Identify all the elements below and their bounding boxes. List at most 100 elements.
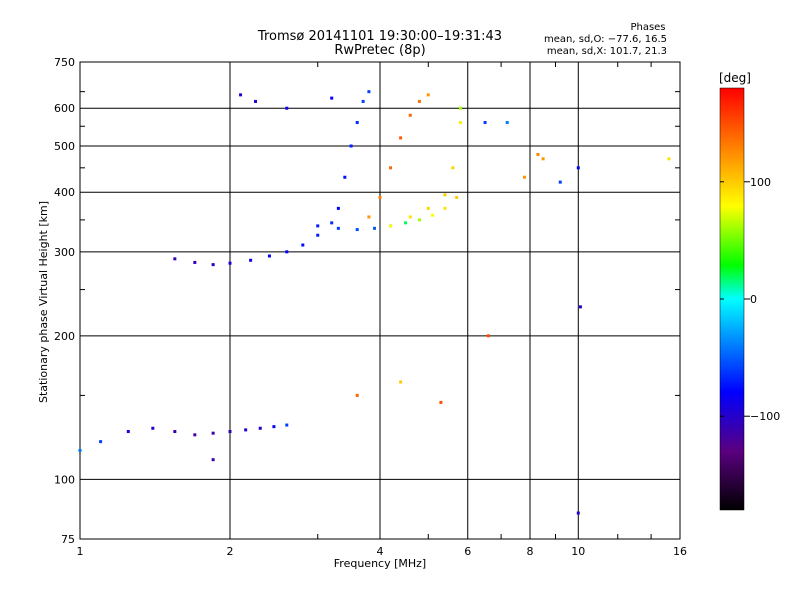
x-tick-label: 16 [673, 545, 687, 558]
data-point [389, 166, 393, 170]
data-point [258, 426, 262, 430]
data-point [285, 250, 289, 254]
colorbar-label: [deg] [719, 71, 751, 85]
data-point [558, 180, 562, 184]
data-point [211, 263, 215, 267]
colorbar-tick-label: −100 [750, 410, 780, 423]
data-point [173, 430, 177, 434]
data-point [228, 430, 232, 434]
data-point [267, 254, 271, 258]
data-point [403, 221, 407, 225]
data-point [367, 90, 371, 94]
data-point [417, 218, 421, 222]
data-point [193, 433, 197, 437]
data-point [301, 243, 305, 247]
data-point [211, 431, 215, 435]
data-point [458, 121, 462, 125]
colorbar-tick-label: 100 [750, 176, 771, 189]
data-point [355, 393, 359, 397]
data-point [253, 99, 257, 103]
data-point [576, 511, 580, 515]
phase-x-stats: mean, sd,X: 101.7, 21.3 [547, 46, 667, 57]
data-point [536, 152, 540, 156]
data-point [408, 215, 412, 219]
data-point [330, 221, 334, 225]
data-point [373, 226, 377, 230]
data-point [355, 228, 359, 232]
y-tick-label: 75 [61, 533, 75, 546]
data-point [486, 334, 490, 338]
y-tick-label: 400 [54, 186, 75, 199]
data-point [355, 121, 359, 125]
data-point [78, 448, 82, 452]
data-point [285, 423, 289, 427]
data-point [239, 93, 243, 97]
data-point [361, 99, 365, 103]
data-point [541, 157, 545, 161]
data-point [336, 206, 340, 210]
data-point [211, 458, 215, 462]
y-tick-label: 200 [54, 330, 75, 343]
data-point [249, 258, 253, 262]
data-point [272, 425, 276, 429]
data-point [439, 400, 443, 404]
data-point [523, 175, 527, 179]
y-axis-label: Stationary phase Virtual Height [km] [37, 201, 50, 403]
y-tick-label: 750 [54, 56, 75, 69]
data-point [228, 261, 232, 265]
data-point [389, 224, 393, 228]
data-point [316, 224, 320, 228]
axis-ticks: 1 2 4 6 8 10 16 75 100 200 300 400 500 600 750 [54, 56, 687, 558]
data-point [451, 166, 455, 170]
phase-o-stats: mean, sd,O: −77.6, 16.5 [544, 34, 667, 45]
data-point [399, 380, 403, 384]
data-point [431, 213, 435, 217]
y-tick-label: 600 [54, 102, 75, 115]
data-point [426, 93, 430, 97]
grid-lines [80, 62, 680, 539]
data-point [443, 206, 447, 210]
data-point [336, 226, 340, 230]
data-point [151, 426, 155, 430]
data-point [483, 121, 487, 125]
data-point [505, 121, 509, 125]
data-point [126, 430, 130, 434]
data-point [408, 113, 412, 117]
data-point [378, 195, 382, 199]
y-tick-label: 100 [54, 473, 75, 486]
phases-title: Phases [630, 22, 665, 33]
colorbar-ticks: 100 0 −100 [720, 176, 780, 423]
data-point [316, 233, 320, 237]
chart-title: Tromsø 20141101 19:30:00–19:31:43 [257, 29, 502, 44]
data-point [349, 144, 353, 148]
data-point [417, 99, 421, 103]
data-point [426, 206, 430, 210]
x-tick-label: 8 [527, 545, 534, 558]
data-point [576, 166, 580, 170]
x-tick-label: 10 [571, 545, 585, 558]
chart-subtitle: RwPretec (8p) [334, 43, 425, 58]
data-point [99, 440, 103, 444]
data-point [455, 195, 459, 199]
data-points [78, 90, 671, 515]
data-point [173, 257, 177, 261]
data-point [667, 157, 671, 161]
x-tick-label: 2 [227, 545, 234, 558]
colorbar-tick-label: 0 [750, 293, 757, 306]
data-point [330, 96, 334, 100]
data-point [578, 305, 582, 309]
data-point [343, 175, 347, 179]
data-point [443, 193, 447, 197]
data-point [244, 428, 248, 432]
x-tick-label: 1 [77, 545, 84, 558]
x-tick-label: 4 [377, 545, 384, 558]
data-point [399, 136, 403, 140]
y-tick-label: 300 [54, 246, 75, 259]
data-point [193, 260, 197, 264]
data-point [458, 106, 462, 110]
x-tick-label: 6 [464, 545, 471, 558]
data-point [367, 215, 371, 219]
data-point [285, 106, 289, 110]
x-axis-label: Frequency [MHz] [334, 557, 426, 570]
